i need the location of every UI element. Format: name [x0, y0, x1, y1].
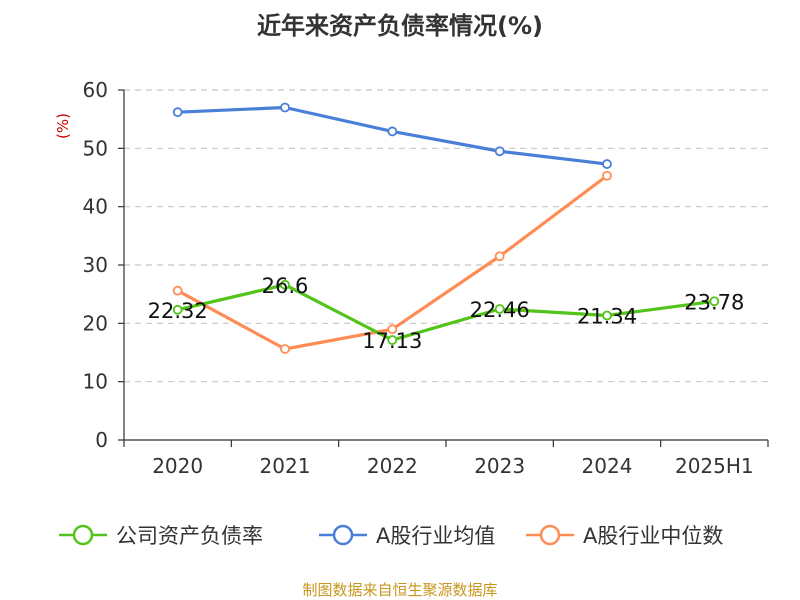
legend-swatch-icon	[319, 524, 367, 546]
y-tick-label: 60	[83, 78, 108, 102]
x-tick-label: 2020	[152, 454, 203, 478]
data-point	[280, 279, 290, 290]
data-label: 26.6	[262, 274, 309, 298]
y-tick-label: 20	[83, 311, 108, 335]
legend-swatch-icon	[59, 524, 107, 546]
data-point	[709, 296, 720, 307]
data-point	[602, 170, 612, 181]
source-note: 制图数据来自恒生聚源数据库	[302, 581, 498, 599]
series	[172, 102, 720, 354]
data-point	[602, 159, 612, 169]
legend-label: A股行业均值	[376, 524, 496, 548]
data-label: 22.32	[148, 299, 208, 323]
data-point	[280, 102, 290, 113]
data-point	[280, 344, 290, 354]
y-tick-label: 40	[83, 195, 108, 219]
data-label: 22.46	[470, 298, 530, 322]
data-point	[494, 304, 505, 314]
legend-item[interactable]: A股行业中位数	[525, 520, 723, 550]
data-label: 17.13	[362, 329, 422, 353]
y-tick-label: 30	[83, 253, 108, 277]
y-axis-label: (%)	[54, 113, 72, 139]
data-point	[172, 107, 183, 118]
x-tick-label: 2022	[367, 454, 418, 478]
line-chart: 0 10 20 30 40 50 60 2020 2021 2022 2023 2024 2025H1 (…	[54, 78, 769, 478]
legend-label: A股行业中位数	[583, 524, 724, 548]
data-point	[387, 126, 398, 137]
data-labels: 22.32 26.6 17.13 22.46 21.34 23.78	[148, 274, 745, 353]
gridlines	[124, 89, 768, 383]
data-point	[172, 285, 183, 296]
data-point	[494, 146, 505, 157]
data-label: 21.34	[577, 305, 637, 329]
legend-item[interactable]: A股行业均值	[318, 520, 495, 550]
data-point	[494, 251, 505, 262]
y-tick-label: 10	[83, 370, 108, 394]
x-tick-label: 2024	[582, 454, 633, 478]
series-line	[177, 283, 715, 342]
chart-title: 近年来资产负债率情况(%)	[257, 12, 543, 40]
y-tick-label: 50	[83, 136, 108, 160]
data-point	[387, 324, 398, 335]
x-tick-label: 2023	[474, 454, 525, 478]
axes: 0 10 20 30 40 50 60 2020 2021 2022 2023 2024 2025H1 (…	[54, 78, 769, 478]
x-tick-label: 2025H1	[675, 454, 754, 478]
legend: 公司资产负债率 A股行业均值 A股行业中位数	[0, 520, 800, 552]
data-point	[172, 304, 183, 315]
legend-swatch-icon	[526, 524, 574, 546]
data-point	[387, 335, 398, 345]
data-label: 23.78	[684, 290, 744, 314]
y-tick-label: 0	[95, 428, 108, 452]
legend-item[interactable]: 公司资产负债率	[58, 520, 263, 550]
data-point	[602, 310, 612, 321]
x-tick-label: 2021	[260, 454, 311, 478]
legend-label: 公司资产负债率	[116, 524, 263, 548]
